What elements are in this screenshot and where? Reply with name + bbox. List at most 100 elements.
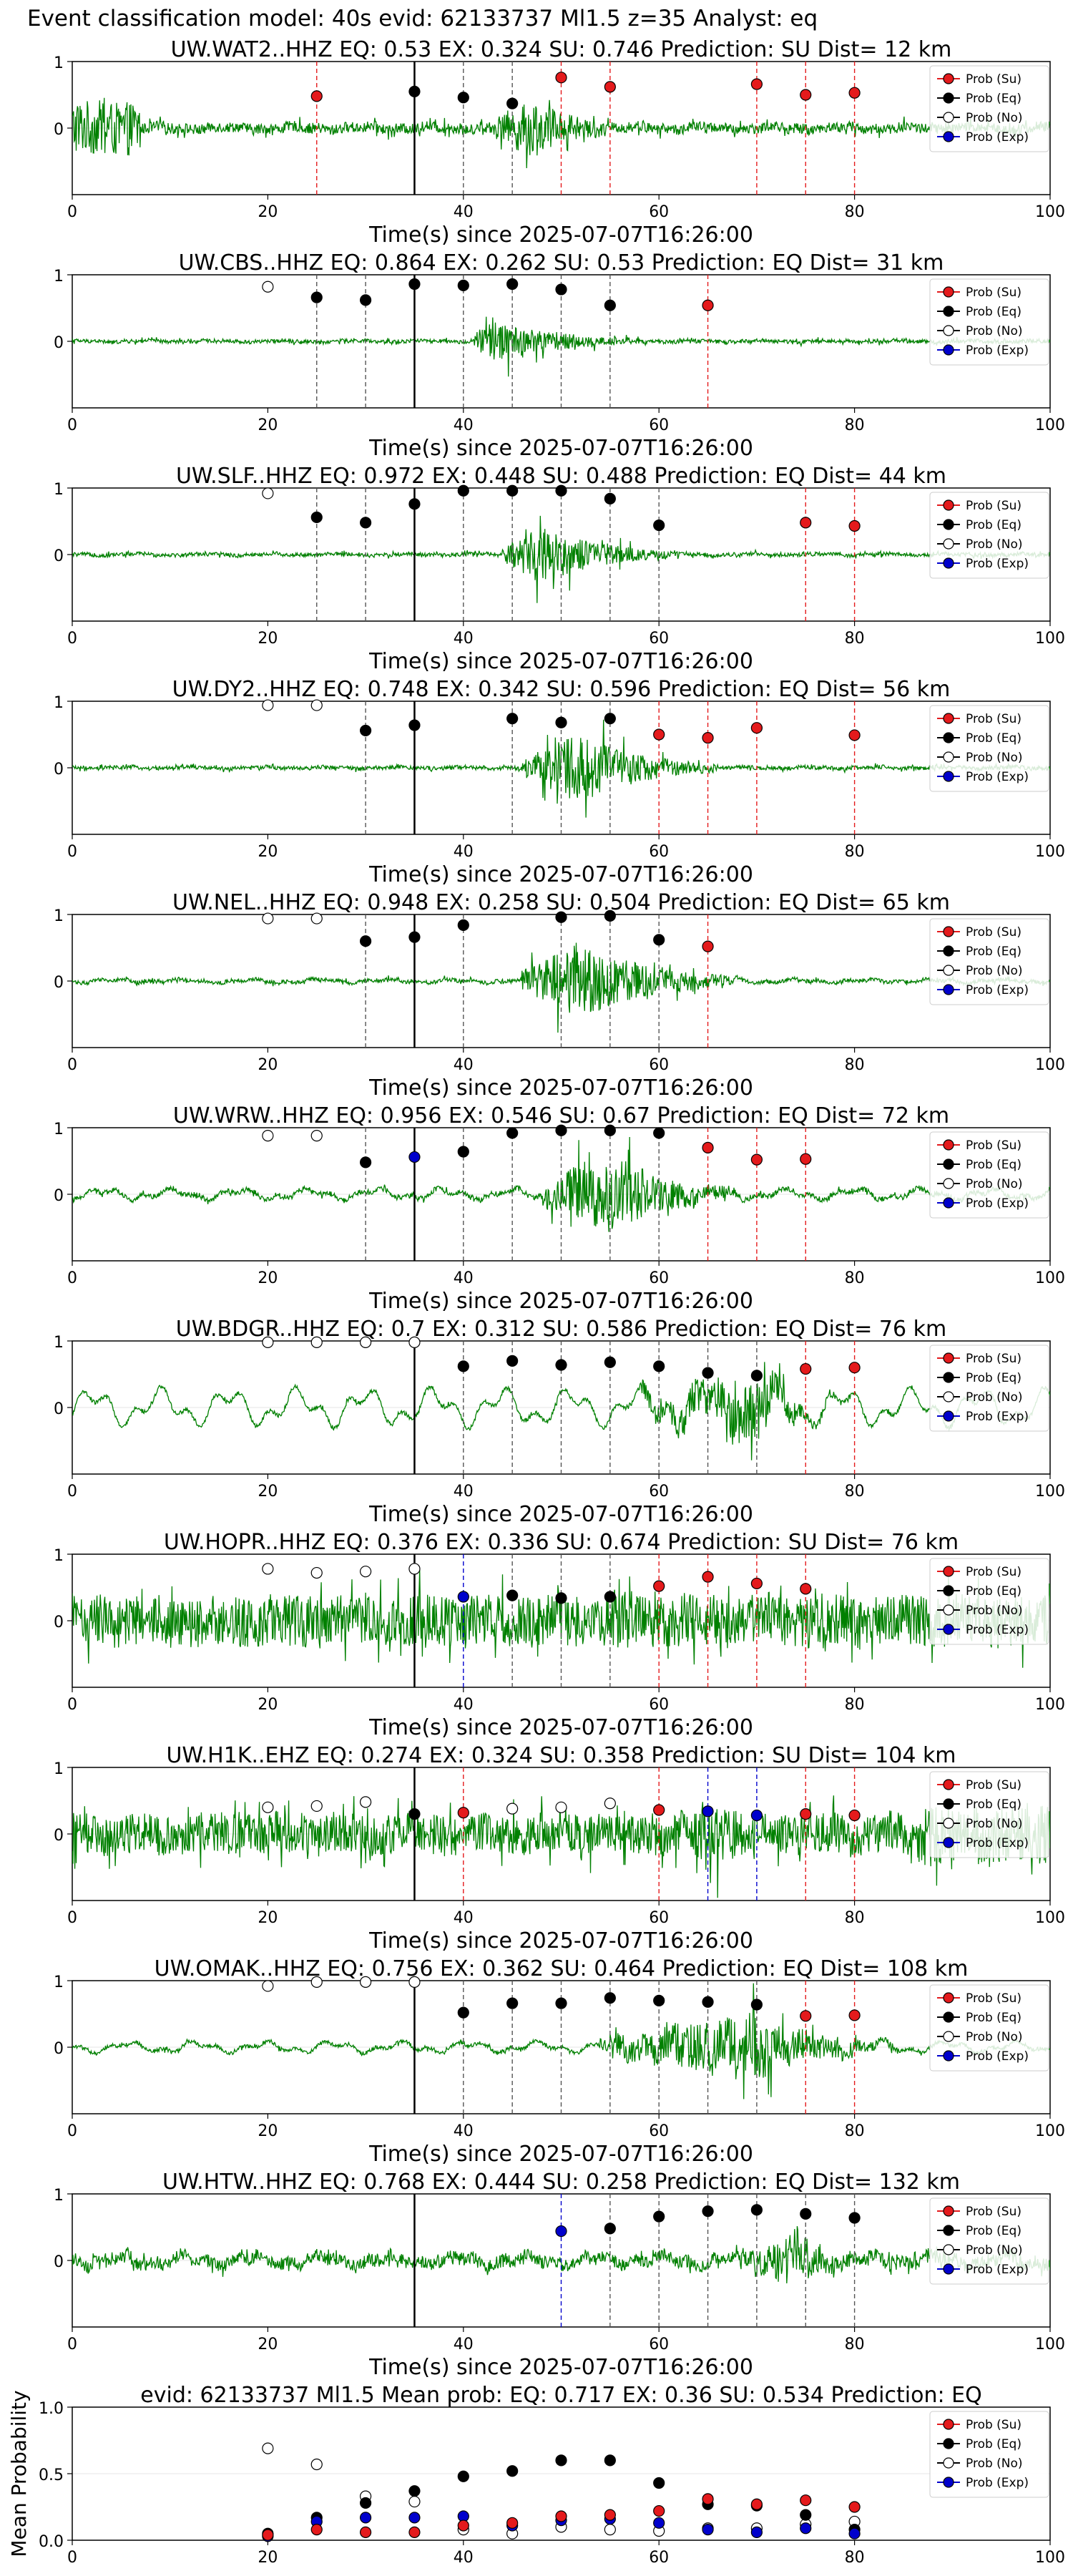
x-tick-label: 100 [1035, 203, 1065, 221]
x-tick-label: 60 [649, 1696, 669, 1714]
prob-point-su [800, 2010, 812, 2022]
legend-label-no: Prob (No) [966, 2457, 1023, 2471]
prob-point-no [262, 699, 274, 711]
x-tick-label: 0 [67, 1909, 77, 1927]
x-tick-label: 60 [649, 630, 669, 648]
panel-title: UW.HOPR..HHZ EQ: 0.376 EX: 0.336 SU: 0.6… [164, 1530, 959, 1555]
mean-point-su [360, 2526, 372, 2538]
y-tick-label: 1 [54, 2187, 64, 2205]
x-tick-label: 40 [454, 630, 474, 648]
y-axis-label: Mean Probability [7, 2390, 31, 2557]
x-tick-label: 60 [649, 203, 669, 221]
x-tick-label: 80 [845, 416, 865, 434]
legend-marker-eq [943, 2438, 954, 2449]
prob-point-su [653, 1580, 665, 1592]
panel-uw-dy2-hhz: UW.DY2..HHZ EQ: 0.748 EX: 0.342 SU: 0.59… [54, 677, 1065, 887]
prob-point-eq [506, 1997, 519, 2009]
y-tick-label: 1 [54, 1974, 64, 1991]
prob-point-eq [506, 1355, 519, 1367]
mean-point-exp [653, 2517, 665, 2529]
legend-box [929, 705, 1049, 792]
legend-label-exp: Prob (Exp) [966, 343, 1029, 358]
legend-label-su: Prob (Su) [966, 1565, 1021, 1579]
x-tick-label: 60 [649, 1056, 669, 1074]
prob-point-no [310, 1800, 323, 1813]
prob-point-su [702, 940, 714, 952]
prob-point-no [360, 1336, 372, 1348]
prob-point-eq [555, 1592, 567, 1604]
prob-point-eq [653, 934, 665, 946]
prob-point-eq [604, 713, 616, 725]
legend-box [929, 65, 1049, 152]
prob-point-eq [604, 1992, 616, 2004]
y-tick-label: 0 [54, 547, 64, 565]
panel-title: UW.SLF..HHZ EQ: 0.972 EX: 0.448 SU: 0.48… [176, 464, 946, 489]
prob-point-eq [604, 1591, 616, 1603]
prob-point-eq [506, 484, 519, 497]
panel-title: evid: 62133737 Ml1.5 Mean prob: EQ: 0.71… [140, 2383, 981, 2408]
legend-box [929, 918, 1049, 1005]
x-tick-label: 20 [258, 2336, 278, 2353]
prob-point-su [800, 1808, 812, 1820]
prob-point-eq [653, 1127, 665, 1139]
prob-point-eq [800, 2207, 812, 2220]
mean-point-no [604, 2524, 616, 2536]
prob-point-su [653, 728, 665, 741]
prob-point-no [262, 280, 274, 293]
legend-label-exp: Prob (Exp) [966, 1410, 1029, 1424]
prob-point-eq [750, 1370, 763, 1382]
legend-label-su: Prob (Su) [966, 1778, 1021, 1792]
y-tick-label: 0 [54, 121, 64, 139]
x-tick-label: 80 [845, 2336, 865, 2353]
y-tick-label: 0 [54, 2040, 64, 2058]
panel-uw-h1k-ehz: UW.H1K..EHZ EQ: 0.274 EX: 0.324 SU: 0.35… [54, 1743, 1065, 1953]
mean-point-eq [457, 2470, 469, 2482]
legend-box [929, 492, 1049, 579]
legend-marker-su [943, 1779, 954, 1790]
panel-uw-wrw-hhz: UW.WRW..HHZ EQ: 0.956 EX: 0.546 SU: 0.67… [54, 1103, 1065, 1314]
legend-label-eq: Prob (Eq) [966, 2224, 1021, 2238]
x-tick-label: 20 [258, 1269, 278, 1287]
mean-point-eq [800, 2509, 812, 2521]
legend-marker-exp [943, 557, 954, 569]
prob-point-exp [555, 2225, 567, 2238]
legend-box [929, 278, 1049, 366]
prob-point-su [702, 299, 714, 311]
y-tick-label: 0 [54, 2253, 64, 2271]
y-tick-label: 1 [54, 268, 64, 286]
mean-point-eq [506, 2465, 519, 2477]
x-tick-label: 60 [649, 1483, 669, 1501]
mean-point-su [604, 2509, 616, 2521]
x-tick-label: 20 [258, 843, 278, 861]
x-tick-label: 60 [649, 2122, 669, 2140]
prob-point-eq [457, 1360, 469, 1372]
mean-point-eq [408, 2485, 421, 2497]
legend-label-no: Prob (No) [966, 1177, 1023, 1191]
legend-label-su: Prob (Su) [966, 2205, 1021, 2219]
x-tick-label: 80 [845, 1696, 865, 1714]
panel-uw-htw-hhz: UW.HTW..HHZ EQ: 0.768 EX: 0.444 SU: 0.25… [54, 2170, 1065, 2380]
legend-marker-su [943, 1992, 954, 2004]
legend-box [929, 1984, 1049, 2072]
legend-label-eq: Prob (Eq) [966, 945, 1021, 959]
prob-point-no [262, 1980, 274, 1992]
waveform-trace [72, 1795, 1050, 1898]
prob-point-no [262, 1336, 274, 1348]
legend-marker-no [943, 1391, 954, 1402]
panel-uw-bdgr-hhz: UW.BDGR..HHZ EQ: 0.7 EX: 0.312 SU: 0.586… [54, 1317, 1065, 1527]
legend-marker-eq [943, 945, 954, 957]
y-tick-label: 1 [54, 694, 64, 712]
legend-marker-no [943, 751, 954, 763]
prob-point-eq [408, 719, 421, 731]
mean-point-no [262, 2442, 274, 2454]
legend-marker-exp [943, 1197, 954, 1209]
legend-marker-no [943, 1818, 954, 1829]
prob-point-no [310, 699, 323, 711]
legend-marker-exp [943, 2050, 954, 2062]
x-tick-label: 80 [845, 2122, 865, 2140]
x-tick-label: 0 [67, 1056, 77, 1074]
mean-point-su [653, 2504, 665, 2517]
prob-point-su [653, 1804, 665, 1816]
panel-title: UW.BDGR..HHZ EQ: 0.7 EX: 0.312 SU: 0.586… [176, 1317, 946, 1342]
mean-point-exp [360, 2512, 372, 2524]
